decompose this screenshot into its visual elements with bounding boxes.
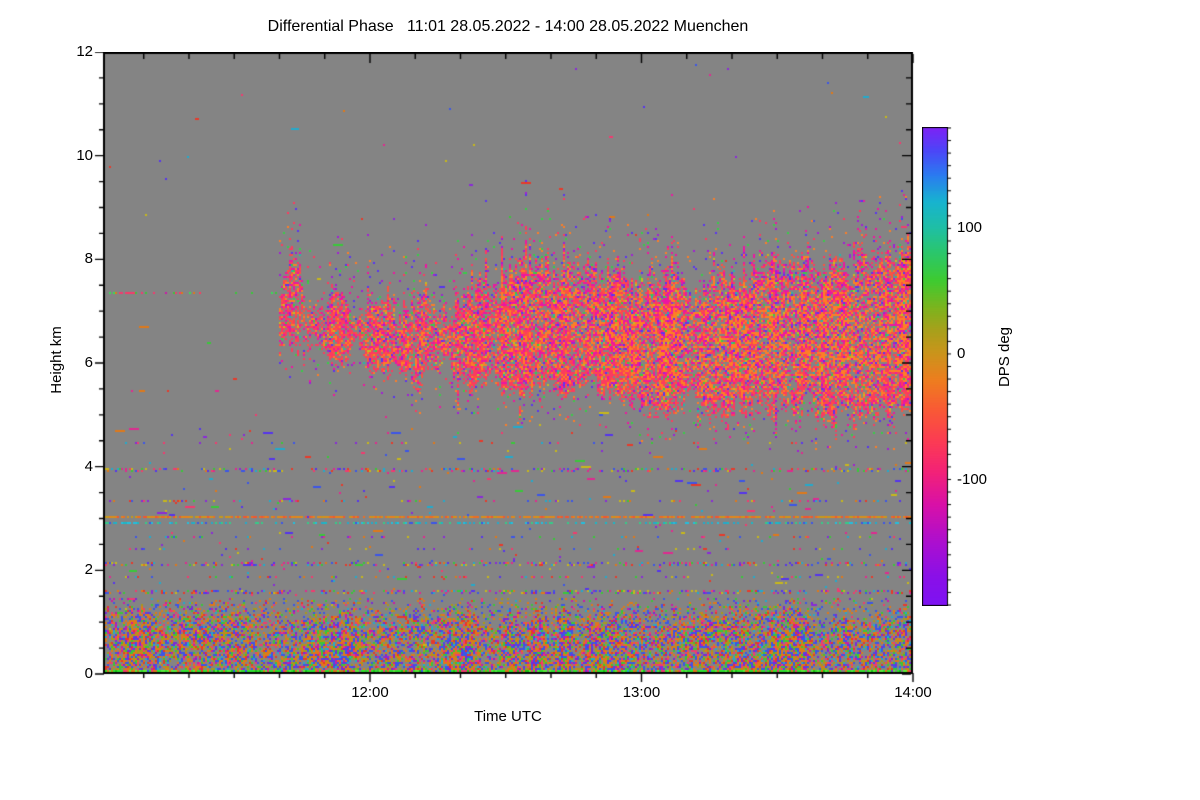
colorbar-canvas	[922, 127, 956, 606]
y-tick-label: 10	[76, 146, 93, 164]
y-tick-label: 4	[84, 457, 93, 475]
y-tick-label: 6	[84, 354, 93, 371]
x-tick-label: 13:00	[622, 684, 661, 701]
x-axis-label: Time UTC	[474, 708, 542, 725]
colorbar-tick-label: -100	[957, 470, 988, 488]
colorbar-tick-label: 0	[957, 344, 966, 362]
x-tick-label: 12:00	[351, 684, 389, 701]
x-tick-label: 14:00	[894, 684, 932, 701]
y-tick-label: 0	[84, 665, 93, 682]
y-tick-label: 2	[84, 561, 93, 579]
y-tick-label: 12	[76, 43, 93, 60]
colorbar-label: DPS deg	[996, 326, 1013, 388]
heatmap-plot-canvas	[93, 52, 921, 686]
chart-title: Differential Phase 11:01 28.05.2022 - 14…	[267, 18, 749, 35]
colorbar-tick-label: 100	[957, 218, 983, 236]
y-tick-label: 8	[84, 250, 93, 268]
